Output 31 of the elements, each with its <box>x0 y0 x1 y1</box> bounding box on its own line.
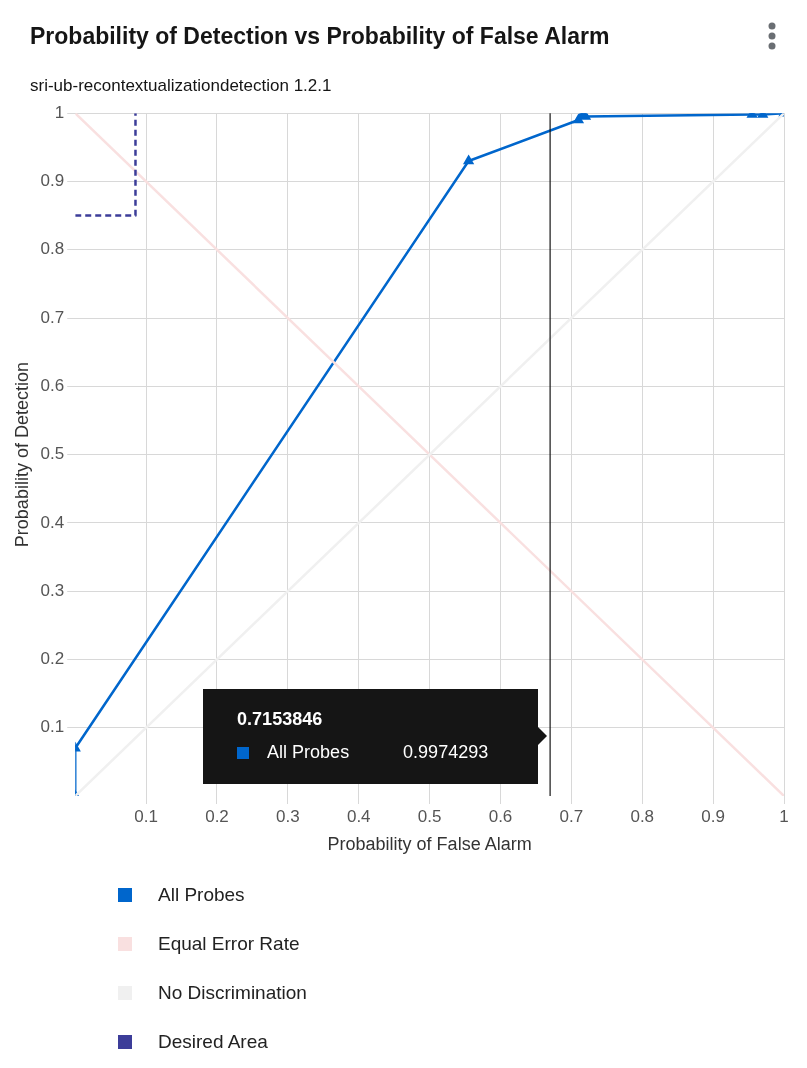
legend-label: Desired Area <box>158 1030 268 1053</box>
y-tick-label: 0.4 <box>40 512 65 532</box>
x-tick-label: 0.4 <box>346 806 371 826</box>
y-tick-label: 0.5 <box>40 444 65 464</box>
x-tick-label: 0.8 <box>630 806 655 826</box>
x-tick-label: 0.2 <box>205 806 229 826</box>
x-tick-label: 0.6 <box>488 806 513 826</box>
x-tick-label: 1 <box>779 806 789 826</box>
x-tick-label: 0.3 <box>276 806 300 826</box>
y-tick-label: 0.9 <box>40 171 65 191</box>
annotation: All Probes <box>267 742 351 763</box>
y-axis-title: Probability of Detection <box>11 362 32 548</box>
legend-label: No Discrimination <box>158 981 307 1004</box>
x-axis-title: Probability of False Alarm <box>327 834 532 855</box>
y-tick-label: 1 <box>54 102 65 122</box>
chart-title: Probability of Detection vs Probability of False Alarm <box>30 22 610 50</box>
x-tick-label: 0.5 <box>417 806 442 826</box>
y-tick-label: 0.3 <box>40 580 65 600</box>
x-tick-label: 0.9 <box>701 806 725 826</box>
chart-subtitle: sri-ub-recontextualizationdetection 1.2.1 <box>29 75 333 97</box>
legend-label: Equal Error Rate <box>158 932 300 955</box>
y-tick-label: 0.1 <box>40 717 65 737</box>
x-tick-label: 0.7 <box>559 806 584 826</box>
annotation: 0.7153846 <box>237 709 324 730</box>
y-tick-label: 0.2 <box>40 649 65 669</box>
legend-label: All Probes <box>158 883 245 906</box>
x-tick-label: 0.1 <box>134 806 158 826</box>
y-tick-label: 0.6 <box>40 376 65 396</box>
y-tick-label: 0.7 <box>40 307 65 327</box>
annotation: 0.9974293 <box>403 742 489 763</box>
y-tick-label: 0.8 <box>40 239 65 259</box>
